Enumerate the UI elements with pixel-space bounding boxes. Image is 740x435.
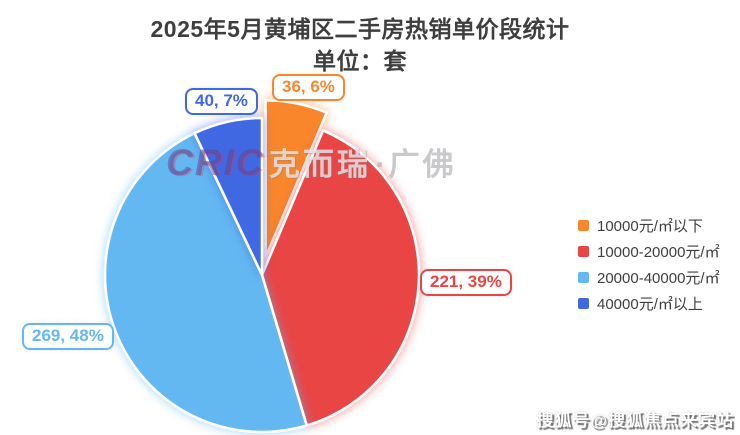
legend-item-10000-20000: 10000-20000元/㎡ [578, 242, 720, 261]
legend-swatch-lightblue [578, 272, 589, 283]
legend-label: 10000-20000元/㎡ [597, 244, 720, 261]
chart-subtitle: 单位：套 [313, 48, 407, 74]
legend-item-20000-40000: 20000-40000元/㎡ [578, 268, 720, 287]
legend-swatch-red [578, 246, 589, 257]
legend-label: 10000元/㎡以下 [597, 218, 703, 235]
pie-slice-0 [264, 99, 328, 259]
legend-item-over-40000: 40000元/㎡以上 [578, 294, 720, 313]
legend-label: 20000-40000元/㎡ [597, 270, 720, 287]
legend-item-under-10000: 10000元/㎡以下 [578, 216, 720, 235]
legend-swatch-orange [578, 220, 589, 231]
pie-slice-2 [103, 131, 308, 434]
legend-swatch-blue [578, 298, 589, 309]
legend-label: 40000元/㎡以上 [597, 296, 703, 313]
souhu-watermark: 搜狐号@搜狐焦点来宾站 [536, 411, 734, 430]
legend: 10000元/㎡以下 10000-20000元/㎡ 20000-40000元/㎡… [578, 216, 720, 313]
chart-title: 2025年5月黄埔区二手房热销单价段统计 [150, 16, 570, 42]
data-label-under-10000: 36, 6% [272, 74, 345, 101]
data-label-over-40000: 40, 7% [185, 88, 258, 115]
pie-slice-3 [193, 116, 264, 277]
data-label-10000-20000: 221, 39% [420, 269, 512, 296]
pie-slice-1 [260, 129, 421, 427]
data-label-20000-40000: 269, 48% [22, 323, 114, 350]
